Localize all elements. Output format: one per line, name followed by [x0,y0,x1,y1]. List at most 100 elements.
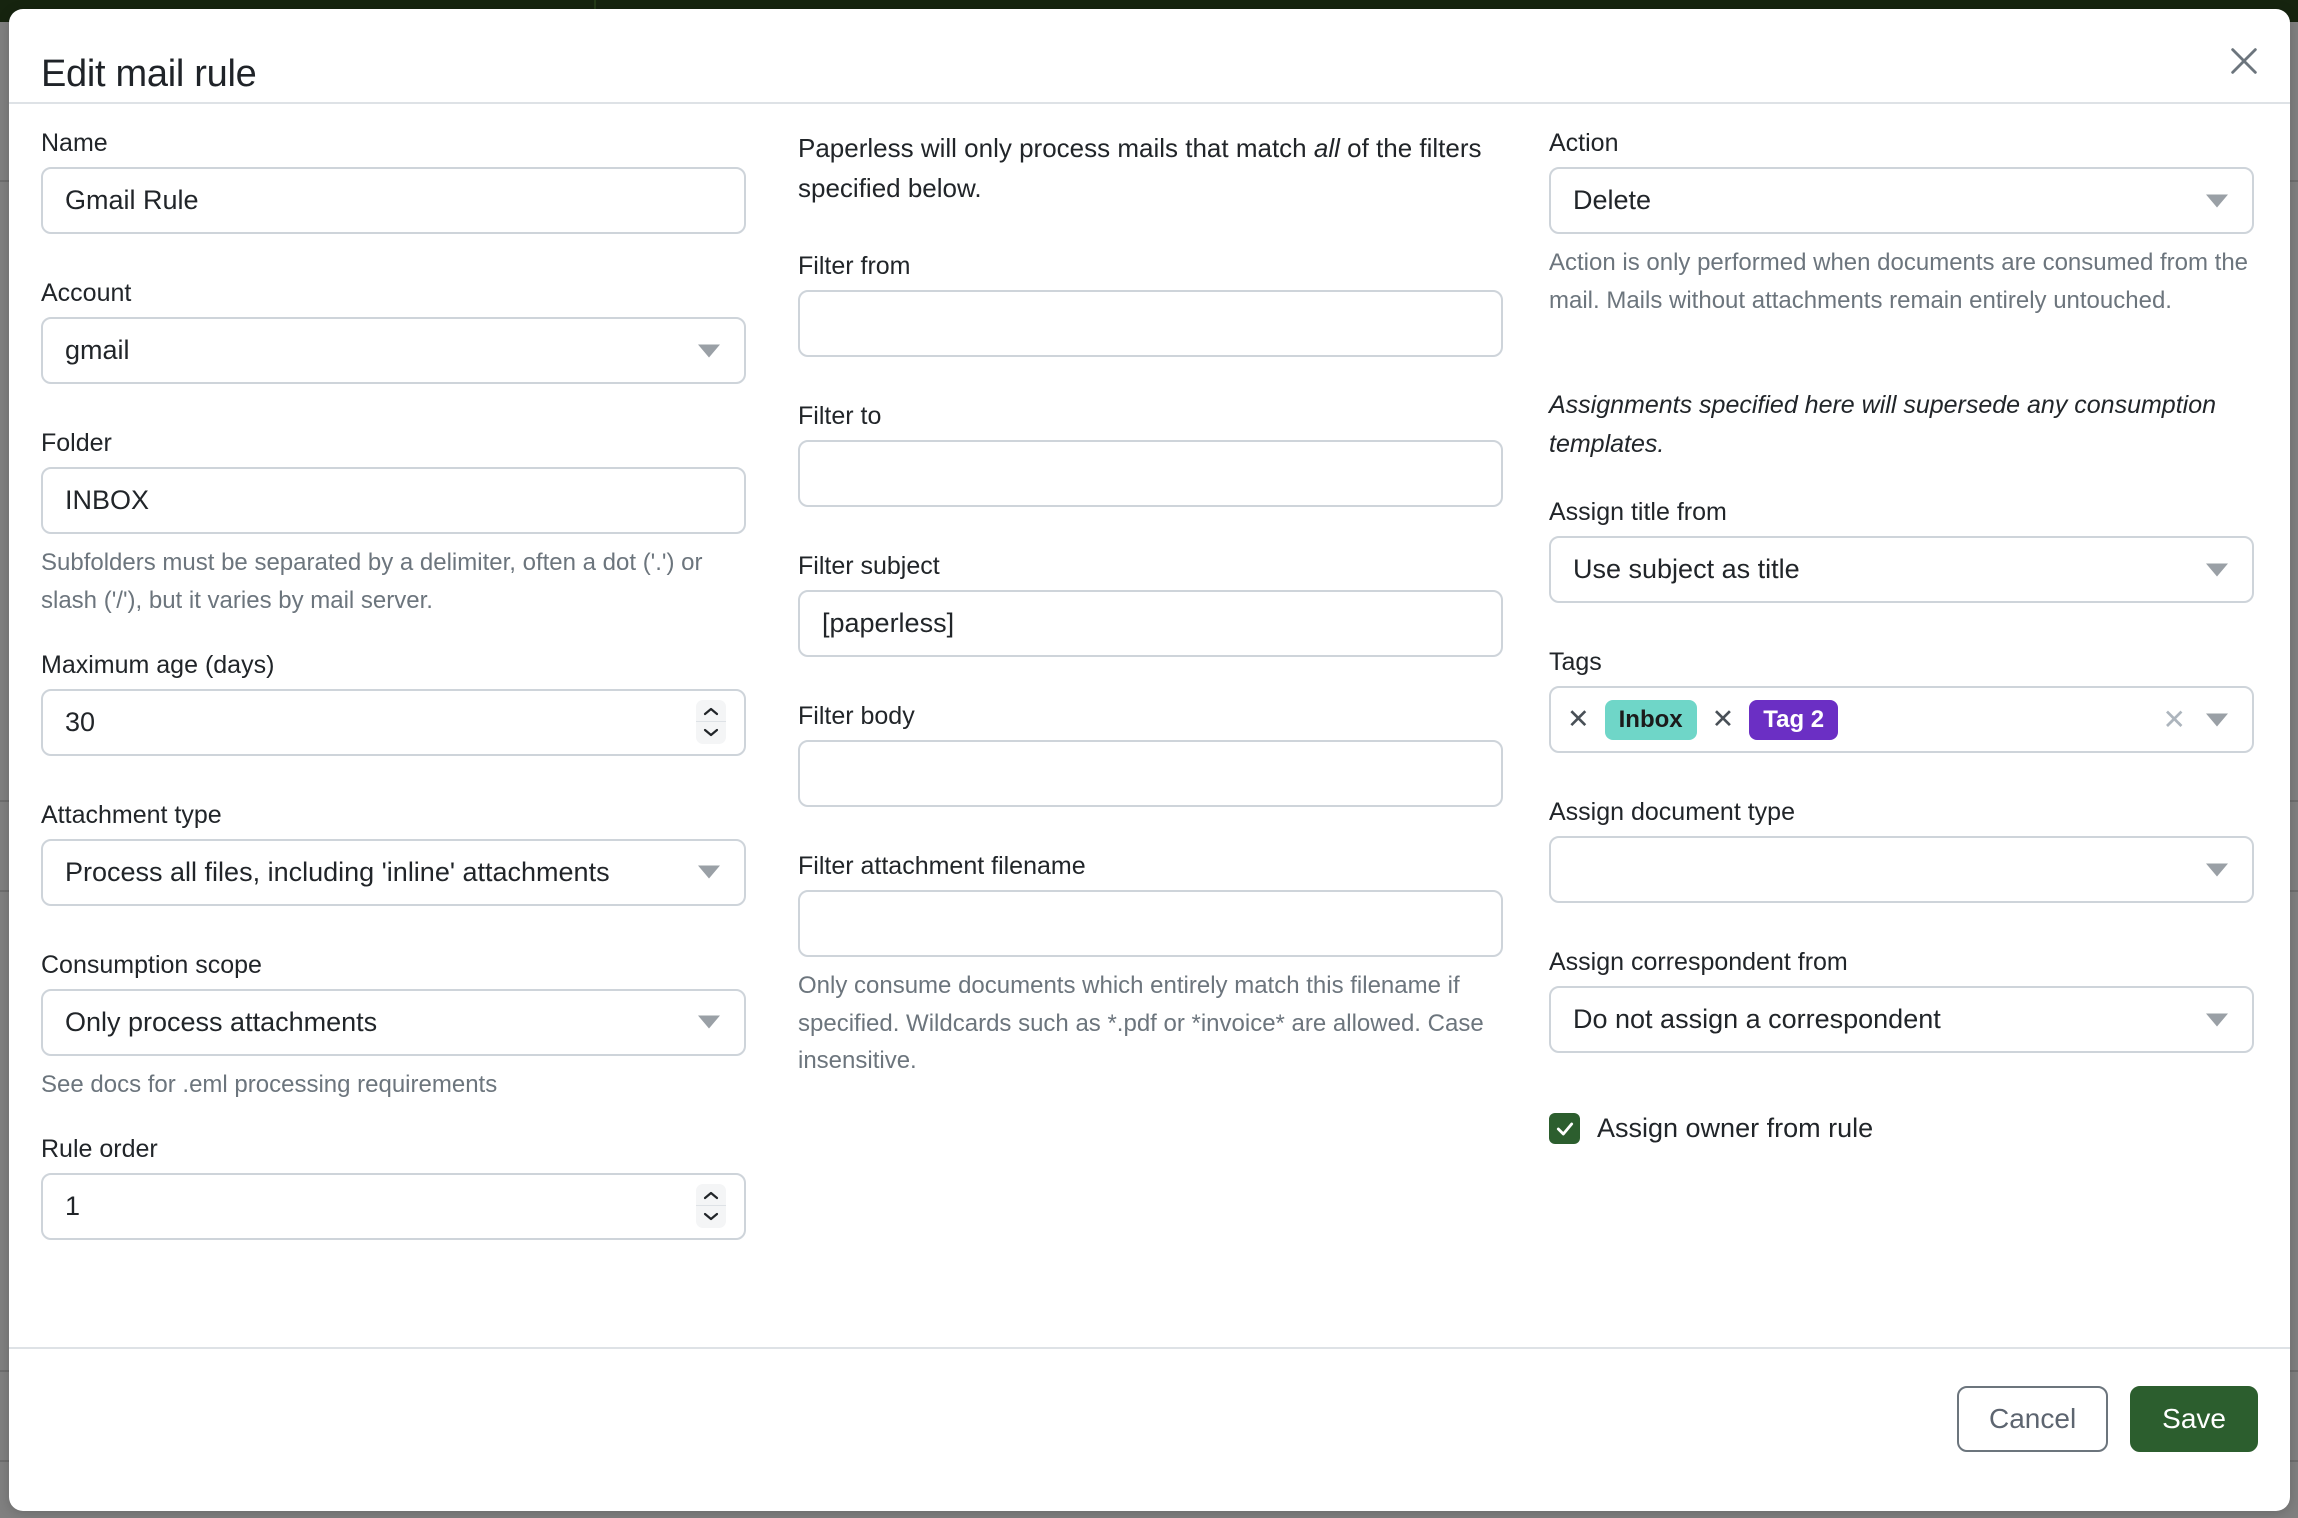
clear-all-icon[interactable]: ✕ [2162,703,2186,735]
filters-intro-emphasis: all [1313,133,1340,163]
assignments-note: Assignments specified here will supersed… [1549,390,2217,458]
field-folder: Folder INBOX Subfolders must be separate… [41,428,746,620]
field-name: Name Gmail Rule [41,128,746,234]
modal-body: Name Gmail Rule Account gmail Folder INB… [9,104,2290,1347]
stepper-down-icon[interactable] [696,722,726,743]
field-filter-subject: Filter subject [paperless] [798,551,1503,657]
field-attachment-type: Attachment type Process all files, inclu… [41,800,746,906]
folder-input[interactable]: INBOX [41,467,746,534]
chevron-down-icon [2206,563,2228,577]
filter-subject-label: Filter subject [798,551,940,580]
maximum-age-label: Maximum age (days) [41,650,275,679]
filter-subject-input[interactable]: [paperless] [798,589,1503,657]
field-consumption-scope: Consumption scope Only process attachmen… [41,950,746,1104]
action-label: Action [1549,129,1619,157]
tags-label: Tags [1549,648,1602,677]
field-filter-body: Filter body [798,701,1503,807]
chevron-down-icon [698,344,720,357]
field-filter-attachment-filename: Filter attachment filename Only consume … [798,851,1503,1081]
filter-attachment-filename-label: Filter attachment filename [798,851,1086,880]
assign-owner-checkbox[interactable] [1549,1113,1580,1145]
maximum-age-input[interactable]: 30 [41,688,746,756]
save-button[interactable]: Save [2130,1386,2258,1452]
field-filter-from: Filter from [798,251,1503,357]
action-value: Delete [1573,185,1652,215]
number-stepper[interactable] [696,1184,726,1229]
field-assign-document-type: Assign document type [1549,797,2254,904]
filter-to-input[interactable] [798,439,1503,507]
number-stepper[interactable] [696,700,726,745]
field-assign-owner: Assign owner from rule [1549,1113,2254,1145]
field-assign-title-from: Assign title from Use subject as title [1549,497,2254,604]
assign-title-from-label: Assign title from [1549,498,1727,527]
tag-chip[interactable]: Inbox [1604,699,1697,740]
chevron-down-icon [2206,863,2228,877]
chevron-down-icon [2206,1013,2228,1027]
field-filter-to: Filter to [798,401,1503,507]
chevron-down-icon [698,1015,720,1029]
filter-from-label: Filter from [798,251,911,280]
assign-owner-label: Assign owner from rule [1597,1113,1874,1144]
filter-attachment-filename-input[interactable] [798,889,1503,957]
filter-subject-value: [paperless] [822,607,955,638]
maximum-age-value: 30 [65,706,96,737]
close-icon[interactable] [2220,37,2268,85]
tag-chip-list: ✕ Inbox ✕ Tag 2 [1563,699,1839,740]
consumption-scope-select[interactable]: Only process attachments [41,988,746,1056]
field-account: Account gmail [41,278,746,384]
modal-header: Edit mail rule [9,9,2290,104]
stepper-up-icon[interactable] [696,701,726,723]
chevron-down-icon [2206,713,2228,727]
attachment-type-value: Process all files, including 'inline' at… [65,856,610,887]
attachment-type-label: Attachment type [41,800,222,829]
actions-column: Action Delete Action is only performed w… [1549,128,2254,1145]
filters-intro-before: Paperless will only process mails that m… [798,133,1314,163]
assign-document-type-select[interactable] [1549,836,2254,904]
field-tags: Tags ✕ Inbox ✕ Tag 2 ✕ [1549,647,2254,754]
consumption-scope-label: Consumption scope [41,950,262,979]
name-value: Gmail Rule [65,185,199,215]
account-select[interactable]: gmail [41,317,746,384]
tags-select[interactable]: ✕ Inbox ✕ Tag 2 ✕ [1549,686,2254,754]
field-rule-order: Rule order 1 [41,1134,746,1240]
cancel-button[interactable]: Cancel [1957,1386,2109,1452]
footer-button-group: Cancel Save [1957,1386,2258,1452]
edit-mail-rule-modal: Edit mail rule Name Gmail Rule Account g… [9,9,2290,1511]
filter-to-label: Filter to [798,401,882,430]
chevron-down-icon [2206,194,2228,207]
rule-order-value: 1 [65,1190,81,1221]
tag-chip[interactable]: Tag 2 [1749,699,1839,740]
assign-correspondent-from-value: Do not assign a correspondent [1573,1004,1941,1035]
page-title: Edit mail rule [41,53,257,95]
assign-document-type-label: Assign document type [1549,798,1795,827]
action-select[interactable]: Delete [1549,167,2254,234]
name-input[interactable]: Gmail Rule [41,167,746,234]
stepper-down-icon[interactable] [696,1206,726,1227]
action-help-text: Action is only performed when documents … [1549,249,2249,314]
account-label: Account [41,279,132,307]
assign-correspondent-from-label: Assign correspondent from [1549,948,1848,977]
filter-attachment-filename-help-text: Only consume documents which entirely ma… [798,971,1484,1075]
modal-footer: Cancel Save [9,1347,2290,1509]
folder-help-text: Subfolders must be separated by a delimi… [41,549,703,614]
assign-title-from-select[interactable]: Use subject as title [1549,536,2254,604]
rule-order-input[interactable]: 1 [41,1172,746,1240]
name-label: Name [41,129,108,157]
assign-title-from-value: Use subject as title [1573,554,1800,585]
stepper-up-icon[interactable] [696,1185,726,1207]
filters-column: Paperless will only process mails that m… [798,128,1503,1086]
field-assign-correspondent-from: Assign correspondent from Do not assign … [1549,947,2254,1054]
rule-settings-column: Name Gmail Rule Account gmail Folder INB… [41,128,746,1246]
filters-intro-after: of the filters specified below. [798,133,1482,204]
filter-body-label: Filter body [798,701,915,730]
filter-from-input[interactable] [798,289,1503,357]
consumption-scope-help-text: See docs for .eml processing requirement… [41,1070,498,1098]
filter-body-input[interactable] [798,739,1503,807]
attachment-type-select[interactable]: Process all files, including 'inline' at… [41,838,746,906]
filters-intro-text: Paperless will only process mails that m… [798,128,1503,209]
remove-tag-icon[interactable]: ✕ [1567,704,1590,735]
consumption-scope-value: Only process attachments [65,1006,378,1037]
assign-correspondent-from-select[interactable]: Do not assign a correspondent [1549,986,2254,1054]
chevron-down-icon [698,865,720,879]
remove-tag-icon[interactable]: ✕ [1711,704,1735,735]
